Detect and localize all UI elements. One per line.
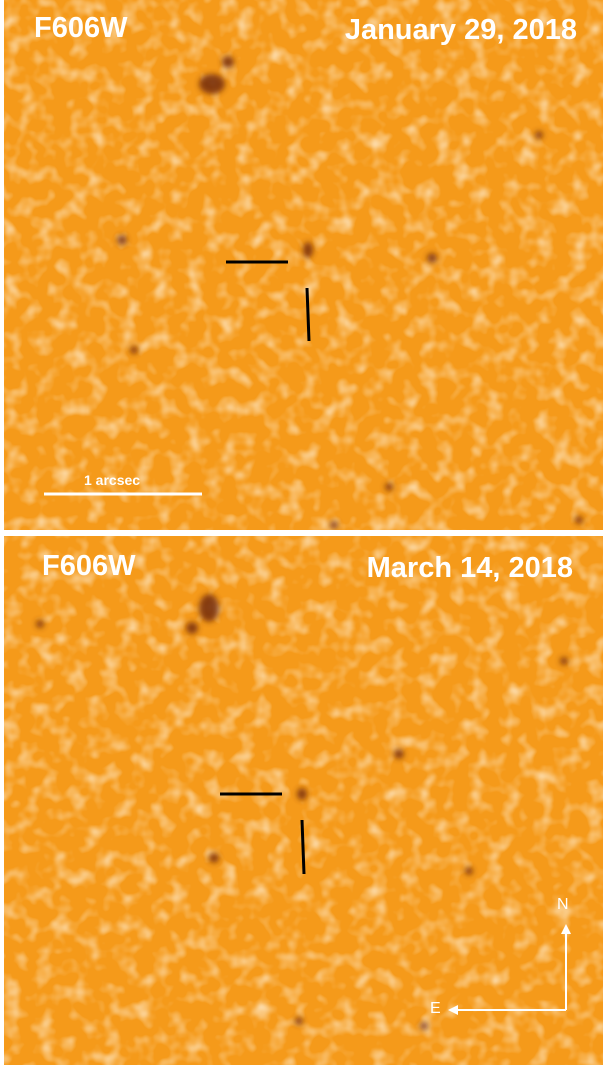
date-label: March 14, 2018 [366, 552, 573, 584]
compass-east-label: E [430, 1000, 441, 1017]
image-panel-january: F606W January 29, 2018 1 arcsec [4, 0, 603, 530]
east-arrowhead [448, 1005, 458, 1015]
filter-label: F606W [34, 12, 128, 44]
north-arrowhead [561, 924, 571, 934]
scale-bar-label: 1 arcsec [84, 472, 141, 488]
marker-vertical [305, 287, 311, 342]
marker-vertical [300, 819, 306, 875]
image-panel-march: F606W March 14, 2018 N E [4, 536, 603, 1065]
compass-north-label: N [557, 896, 569, 913]
filter-label: F606W [42, 550, 136, 582]
date-label: January 29, 2018 [344, 14, 577, 46]
noise-field [4, 0, 603, 530]
noise-field [4, 536, 603, 1065]
